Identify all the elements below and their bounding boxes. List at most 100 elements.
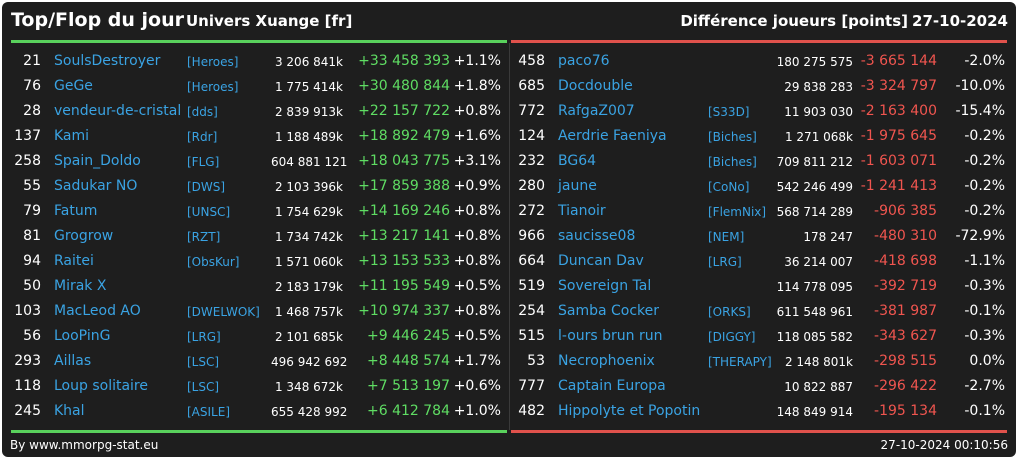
player-name-link[interactable]: Spain_Doldo: [54, 153, 141, 169]
player-name-link[interactable]: vendeur-de-cristal: [54, 103, 182, 119]
player-score: 2 183 179k: [274, 280, 343, 294]
player-score: 1 775 414k: [274, 80, 343, 94]
player-name-link[interactable]: Grogrow: [54, 228, 114, 244]
player-name-link[interactable]: MacLeod AO: [54, 303, 141, 319]
alliance-tag-link[interactable]: [NEM]: [708, 230, 745, 244]
loser-row: 685 Docdouble 29 838 283 -3 324 797 -10.0%: [511, 74, 1007, 99]
score-difference: +14 169 246: [358, 203, 450, 219]
player-score: 1 468 757k: [274, 305, 343, 319]
player-name-link[interactable]: BG64: [558, 153, 597, 169]
player-name-link[interactable]: Necrophoenix: [558, 353, 655, 369]
player-name-link[interactable]: GeGe: [54, 78, 93, 94]
player-name-link[interactable]: jaune: [558, 178, 597, 194]
player-name-link[interactable]: Loup solitaire: [54, 378, 148, 394]
bottom-divider-red: [511, 430, 1007, 433]
alliance-tag-link[interactable]: [DWS]: [187, 180, 226, 194]
player-name-link[interactable]: Tianoir: [558, 203, 606, 219]
percent-change: +3.1%: [453, 153, 501, 169]
footer-source: By www.mmorpg-stat.eu: [10, 438, 159, 452]
player-name-link[interactable]: Captain Europa: [558, 378, 666, 394]
alliance-tag-link[interactable]: [FlemNix]: [708, 205, 767, 219]
top-divider-red: [511, 40, 1007, 43]
percent-change: +1.0%: [453, 403, 501, 419]
player-name-link[interactable]: Samba Cocker: [558, 303, 660, 319]
player-name-link[interactable]: paco76: [558, 53, 610, 69]
score-difference: -418 698: [874, 253, 937, 269]
loser-row: 515 l-ours brun run [DIGGY] 118 085 582 -343…: [511, 324, 1007, 349]
percent-change: +0.6%: [453, 378, 501, 394]
alliance-tag-link[interactable]: [Heroes]: [187, 80, 239, 94]
player-name-link[interactable]: Hippolyte et Popotin: [558, 403, 701, 419]
alliance-tag-link[interactable]: [RZT]: [187, 230, 221, 244]
alliance-tag-link[interactable]: [Rdr]: [187, 130, 218, 144]
loser-row: 272 Tianoir [FlemNix] 568 714 289 -906 385 -0…: [511, 199, 1007, 224]
loser-row: 482 Hippolyte et Popotin 148 849 914 -195 1…: [511, 399, 1007, 424]
player-name-link[interactable]: RafgaZ007: [558, 103, 635, 119]
player-name-link[interactable]: l-ours brun run: [558, 328, 663, 344]
player-score: 1 188 489k: [274, 130, 343, 144]
player-name-link[interactable]: saucisse08: [558, 228, 636, 244]
alliance-tag-link[interactable]: [LSC]: [187, 380, 220, 394]
player-name-link[interactable]: Kami: [54, 128, 90, 144]
gainer-row: 293 Aillas [LSC] 496 942 692 +8 448 574 +1.7%: [11, 349, 507, 374]
player-score: 2 103 396k: [274, 180, 343, 194]
gainer-row: 21 SoulsDestroyer [Heroes] 3 206 841k +33 45…: [11, 49, 507, 74]
universe-label: Univers Xuange [fr]: [186, 12, 353, 30]
percent-change: +0.8%: [453, 303, 501, 319]
player-score: 10 822 887: [784, 380, 853, 394]
alliance-tag-link[interactable]: [Biches]: [708, 155, 757, 169]
player-name-link[interactable]: Sadukar NO: [54, 178, 138, 194]
score-difference: -296 422: [874, 378, 937, 394]
alliance-tag-link[interactable]: [Heroes]: [187, 55, 239, 69]
alliance-tag-link[interactable]: [UNSC]: [187, 205, 231, 219]
alliance-tag-link[interactable]: [dds]: [187, 105, 218, 119]
player-score: 2 839 913k: [274, 105, 343, 119]
loser-row: 772 RafgaZ007 [S33D] 11 903 030 -2 163 400 -1…: [511, 99, 1007, 124]
gainer-row: 245 Khal [ASILE] 655 428 992 +6 412 784 +1.0%: [11, 399, 507, 424]
player-rank: 21: [23, 53, 41, 69]
alliance-tag-link[interactable]: [S33D]: [708, 105, 750, 119]
player-name-link[interactable]: Sovereign Tal: [558, 278, 652, 294]
player-name-link[interactable]: Mirak X: [54, 278, 107, 294]
percent-change: +1.8%: [453, 78, 501, 94]
percent-change: -0.2%: [964, 153, 1005, 169]
player-name-link[interactable]: Raitei: [54, 253, 94, 269]
player-name-link[interactable]: Fatum: [54, 203, 98, 219]
alliance-tag-link[interactable]: [ASILE]: [187, 405, 230, 419]
alliance-tag-link[interactable]: [CoNo]: [708, 180, 750, 194]
alliance-tag-link[interactable]: [Biches]: [708, 130, 757, 144]
alliance-tag-link[interactable]: [FLG]: [187, 155, 220, 169]
score-difference: +18 892 479: [358, 128, 450, 144]
player-name-link[interactable]: Aillas: [54, 353, 92, 369]
player-rank: 118: [14, 378, 41, 394]
player-name-link[interactable]: Aerdrie Faeniya: [558, 128, 667, 144]
loser-row: 124 Aerdrie Faeniya [Biches] 1 271 068k -1 9…: [511, 124, 1007, 149]
percent-change: -0.3%: [964, 328, 1005, 344]
percent-change: -0.1%: [964, 303, 1005, 319]
player-rank: 103: [14, 303, 41, 319]
player-rank: 258: [14, 153, 41, 169]
alliance-tag-link[interactable]: [LRG]: [708, 255, 742, 269]
player-name-link[interactable]: LooPinG: [54, 328, 111, 344]
alliance-tag-link[interactable]: [DWELWOK]: [187, 305, 260, 319]
player-name-link[interactable]: Docdouble: [558, 78, 633, 94]
percent-change: -72.9%: [955, 228, 1005, 244]
score-difference: +17 859 388: [358, 178, 450, 194]
player-name-link[interactable]: SoulsDestroyer: [54, 53, 161, 69]
player-name-link[interactable]: Duncan Dav: [558, 253, 644, 269]
player-name-link[interactable]: Khal: [54, 403, 85, 419]
alliance-tag-link[interactable]: [LRG]: [187, 330, 221, 344]
player-score: 611 548 961: [776, 305, 853, 319]
alliance-tag-link[interactable]: [THERAPY]: [708, 355, 772, 369]
player-score: 114 778 095: [776, 280, 853, 294]
loser-row: 664 Duncan Dav [LRG] 36 214 007 -418 698 -1.1…: [511, 249, 1007, 274]
alliance-tag-link[interactable]: [LSC]: [187, 355, 220, 369]
player-rank: 50: [23, 278, 41, 294]
score-difference: -1 603 071: [860, 153, 937, 169]
alliance-tag-link[interactable]: [DIGGY]: [708, 330, 756, 344]
alliance-tag-link[interactable]: [ORKS]: [708, 305, 751, 319]
percent-change: -10.0%: [955, 78, 1005, 94]
percent-change: +1.7%: [453, 353, 501, 369]
column-divider: [509, 43, 510, 430]
alliance-tag-link[interactable]: [ObsKur]: [187, 255, 240, 269]
